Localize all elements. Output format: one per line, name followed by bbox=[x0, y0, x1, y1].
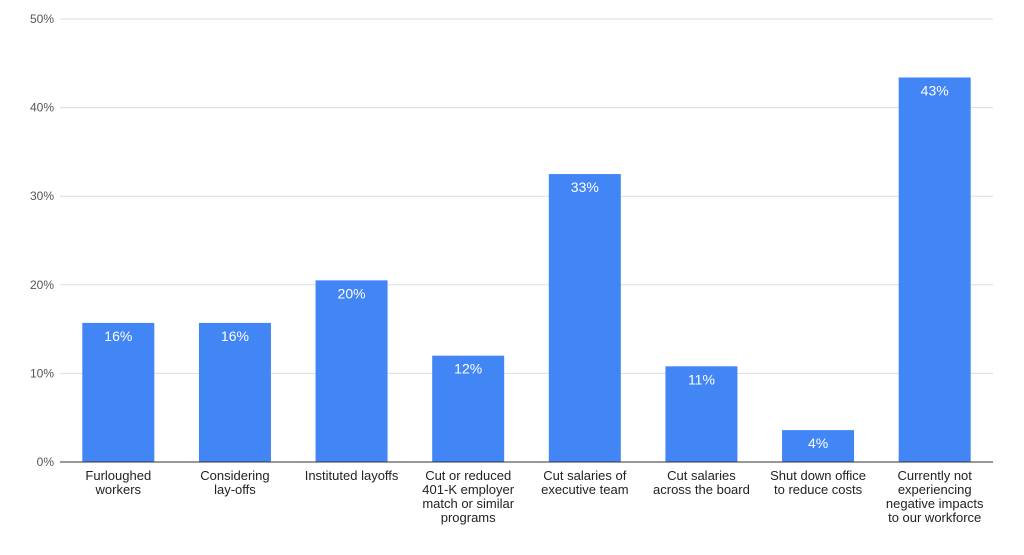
bar bbox=[315, 280, 388, 462]
x-category-label-line: across the board bbox=[653, 482, 750, 497]
x-category-label: Shut down office to reduce costs bbox=[770, 468, 866, 497]
x-category-label-line: Cut salaries of bbox=[543, 468, 626, 483]
x-category-label: Currently not experiencing negative impact… bbox=[886, 468, 984, 525]
x-category-label: Cut salaries of executive team bbox=[541, 468, 628, 497]
x-category-label: Cut or reduced 401-K employer match or sim… bbox=[422, 468, 514, 525]
y-tick-label: 10% bbox=[30, 366, 54, 380]
x-category-label-line: 401-K employer bbox=[422, 482, 514, 497]
x-category-label: Considering lay-offs bbox=[200, 468, 269, 497]
bar bbox=[548, 174, 621, 463]
bar-value-label: 20% bbox=[338, 285, 366, 301]
x-category-label-line: executive team bbox=[541, 482, 628, 497]
x-category-label-line: Instituted layoffs bbox=[305, 468, 399, 483]
bar-value-label: 4% bbox=[808, 435, 828, 451]
bar bbox=[198, 322, 271, 462]
bar-value-label: 16% bbox=[221, 328, 249, 344]
y-tick-label: 30% bbox=[30, 189, 54, 203]
bar bbox=[782, 430, 855, 462]
y-tick-label: 50% bbox=[30, 12, 54, 26]
bar-value-labels: 16% 16% 20% 12% 33% 11% 4% 43% bbox=[104, 82, 948, 451]
x-category-label: Instituted layoffs bbox=[305, 468, 399, 483]
x-category-label: Furloughed workers bbox=[85, 468, 151, 497]
bar bbox=[665, 366, 738, 462]
x-category-label-line: Cut salaries bbox=[667, 468, 736, 483]
x-category-label-line: lay-offs bbox=[214, 482, 256, 497]
x-category-label-line: programs bbox=[441, 510, 496, 525]
bar-value-label: 16% bbox=[104, 328, 132, 344]
y-tick-label: 0% bbox=[37, 455, 55, 469]
gridlines bbox=[60, 18, 993, 374]
x-category-label-line: experiencing bbox=[898, 482, 972, 497]
bar-value-label: 12% bbox=[454, 361, 482, 377]
x-category-label-line: negative impacts bbox=[886, 496, 984, 511]
x-category-label-line: Shut down office bbox=[770, 468, 866, 483]
x-category-label-line: Currently not bbox=[897, 468, 972, 483]
bar bbox=[432, 355, 505, 462]
bars bbox=[82, 77, 971, 463]
bar-value-label: 11% bbox=[688, 371, 715, 387]
bar-value-label: 33% bbox=[571, 179, 599, 195]
bar bbox=[82, 322, 155, 462]
x-axis-category-labels: Furloughed workers Considering lay-offs Inst… bbox=[85, 468, 984, 525]
x-category-label-line: to our workforce bbox=[888, 510, 981, 525]
x-category-label-line: Furloughed bbox=[85, 468, 151, 483]
x-category-label-line: Cut or reduced bbox=[425, 468, 511, 483]
bar bbox=[898, 77, 971, 462]
x-category-label-line: to reduce costs bbox=[774, 482, 863, 497]
y-tick-label: 20% bbox=[30, 278, 54, 292]
x-category-label-line: Considering bbox=[200, 468, 269, 483]
x-category-label-line: workers bbox=[95, 482, 142, 497]
bar-value-label: 43% bbox=[921, 82, 949, 98]
y-tick-label: 40% bbox=[30, 101, 54, 115]
y-axis-tick-labels: 0% 10% 20% 30% 40% 50% bbox=[30, 12, 54, 469]
x-category-label-line: match or similar bbox=[422, 496, 514, 511]
x-category-label: Cut salaries across the board bbox=[653, 468, 750, 497]
